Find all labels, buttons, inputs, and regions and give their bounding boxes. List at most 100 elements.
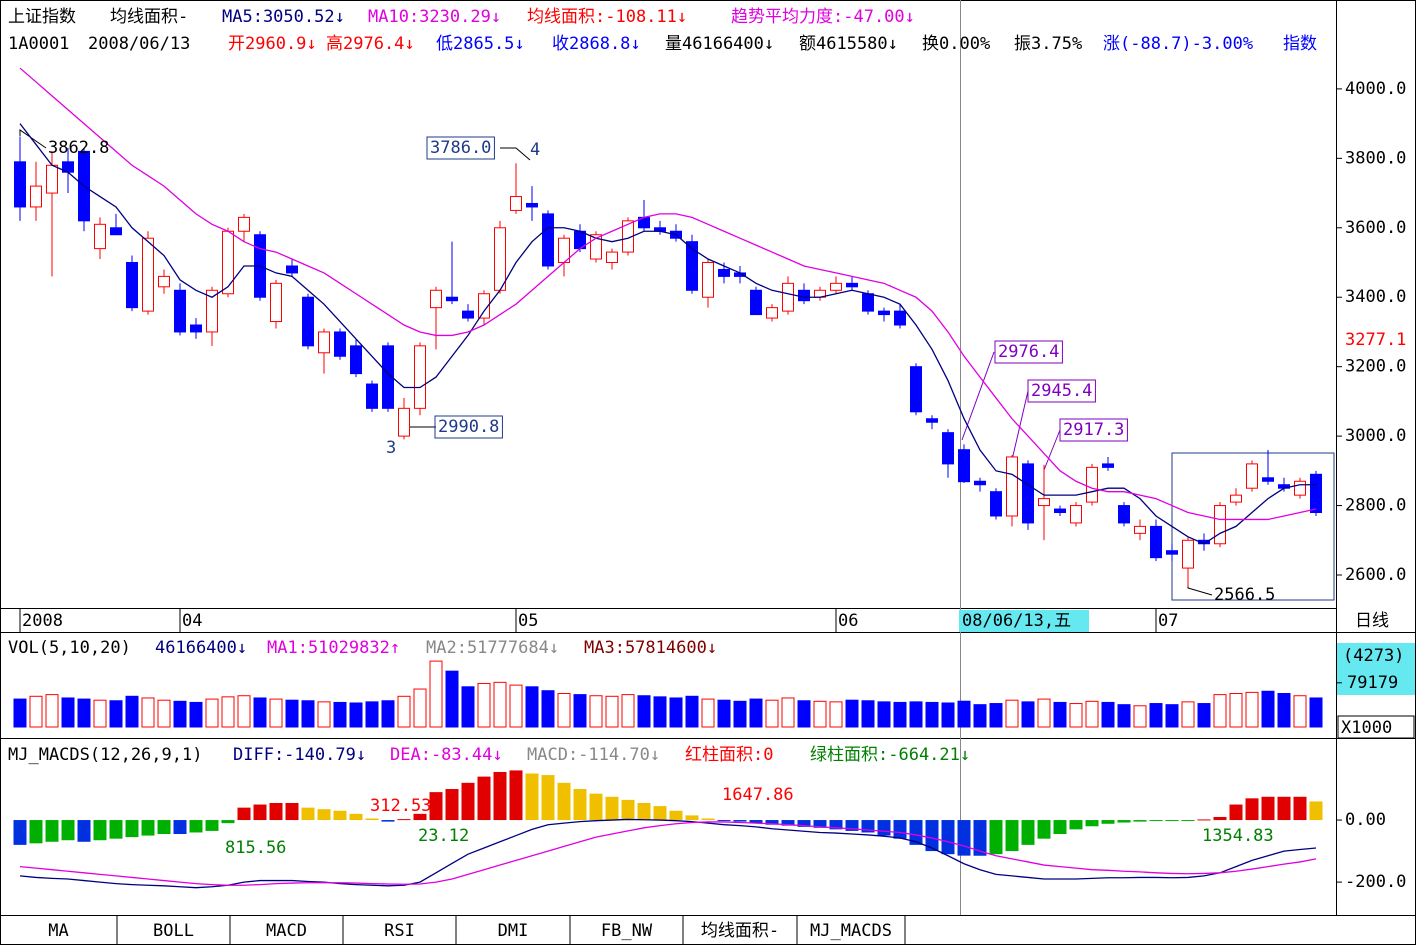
candle-body xyxy=(206,289,218,333)
candle-body xyxy=(1182,539,1194,569)
volume-bar xyxy=(205,698,219,728)
y-tick-label: 3000.0 xyxy=(1345,426,1406,446)
macd-bar xyxy=(29,820,43,844)
candle-body xyxy=(510,196,522,211)
y-tick-label: 3200.0 xyxy=(1345,357,1406,377)
tab[interactable]: BOLL xyxy=(153,921,194,941)
volume-bar xyxy=(333,701,347,728)
macd-bar xyxy=(13,820,27,845)
macd-bar xyxy=(989,820,1003,855)
macd-bar xyxy=(525,773,539,821)
candle-body xyxy=(974,480,986,486)
y-tick-label: 2600.0 xyxy=(1345,565,1406,585)
macd-bar xyxy=(1277,796,1291,821)
candle-body xyxy=(782,282,794,312)
volume-bar xyxy=(957,700,971,728)
amplitude-value: 振3.75% xyxy=(1014,34,1082,54)
candle-body xyxy=(1150,525,1162,559)
candle-body xyxy=(958,449,970,483)
close-value: 收2868.8↓ xyxy=(552,34,641,54)
tab[interactable]: FB_NW xyxy=(601,921,653,941)
candle-body xyxy=(526,202,538,208)
volume-bar xyxy=(653,696,667,728)
volume-bar xyxy=(989,703,1003,728)
tab[interactable]: DMI xyxy=(498,921,529,941)
y-tick-label: 3800.0 xyxy=(1345,148,1406,168)
macd-bar xyxy=(749,820,763,824)
tab[interactable]: RSI xyxy=(384,921,415,941)
macd-bar xyxy=(781,820,795,826)
macd-bar xyxy=(493,771,507,821)
candle-body xyxy=(318,331,330,354)
volume-bar xyxy=(173,700,187,728)
volume-cursor-label: (4273) xyxy=(1343,646,1404,666)
volume-bar xyxy=(669,697,683,728)
tab[interactable]: MACD xyxy=(266,921,307,941)
macd-bar xyxy=(573,789,587,821)
macd-bar xyxy=(1005,820,1019,852)
cursor-date: 08/06/13,五 xyxy=(962,611,1071,631)
candle-body xyxy=(1070,505,1082,524)
cursor-price: 3277.1 xyxy=(1345,330,1406,350)
macd-bar xyxy=(1117,820,1131,823)
period-label: 日线 xyxy=(1355,611,1389,631)
volume-bar xyxy=(973,704,987,728)
volume-bar xyxy=(861,700,875,728)
volume-bar xyxy=(557,693,571,728)
macd-bar xyxy=(77,820,91,842)
annotation-box xyxy=(426,136,495,160)
macd-bar xyxy=(397,819,411,821)
unit-box xyxy=(1337,715,1415,739)
macd-bar xyxy=(1165,820,1179,822)
macd-bar xyxy=(413,813,427,821)
volume-bar xyxy=(1005,699,1019,728)
volume-bar xyxy=(1133,705,1147,728)
macd-bar xyxy=(541,775,555,821)
macd-bar xyxy=(765,820,779,825)
macd-bar xyxy=(269,802,283,821)
macd-bar xyxy=(973,820,987,856)
candle-body xyxy=(1310,473,1322,514)
candle-body xyxy=(238,216,250,232)
connector xyxy=(19,129,47,149)
annotation-box xyxy=(1059,418,1128,442)
volume-bar xyxy=(269,698,283,728)
candle-body xyxy=(1246,463,1258,489)
volume-bar xyxy=(1149,703,1163,728)
macd-bar xyxy=(45,820,59,842)
change-value: 涨(-88.7)-3.00% xyxy=(1103,34,1253,54)
candle-body xyxy=(830,282,842,291)
macd-bar xyxy=(1309,801,1323,821)
macd-bar xyxy=(685,815,699,821)
turnover-value: 换0.00% xyxy=(922,34,990,54)
macd-bar xyxy=(221,820,235,824)
macd-bar xyxy=(333,810,347,821)
volume-bar xyxy=(317,701,331,728)
connector xyxy=(1187,570,1213,596)
unit-label: X1000 xyxy=(1341,718,1392,738)
y-tick-label: 2800.0 xyxy=(1345,496,1406,516)
x-tick-label: 2008 xyxy=(22,611,63,631)
date: 2008/06/13 xyxy=(88,34,190,54)
tab[interactable]: 均线面积- xyxy=(701,921,779,941)
volume-bar xyxy=(909,701,923,728)
area-annotation: 312.53 xyxy=(370,796,431,816)
candle-body xyxy=(350,345,362,375)
volume-value-box xyxy=(1337,643,1415,695)
tab[interactable]: MA xyxy=(48,921,68,941)
volume-bar xyxy=(1053,701,1067,728)
ma5-value: MA5:3050.52↓ xyxy=(222,7,345,27)
volume-bar xyxy=(701,698,715,728)
macd-bar xyxy=(285,802,299,821)
macd-bar xyxy=(1149,820,1163,822)
connector xyxy=(1043,429,1061,471)
tab[interactable]: MJ_MACDS xyxy=(810,921,892,941)
red-area-value: 红柱面积:0 xyxy=(685,745,773,765)
annotation-box xyxy=(434,415,503,439)
low-value: 低2865.5↓ xyxy=(436,34,525,54)
volume-bar xyxy=(461,686,475,728)
candle-body xyxy=(766,307,778,319)
candle-body xyxy=(1294,480,1306,496)
candle-body xyxy=(942,432,954,465)
macd-bar xyxy=(253,804,267,821)
